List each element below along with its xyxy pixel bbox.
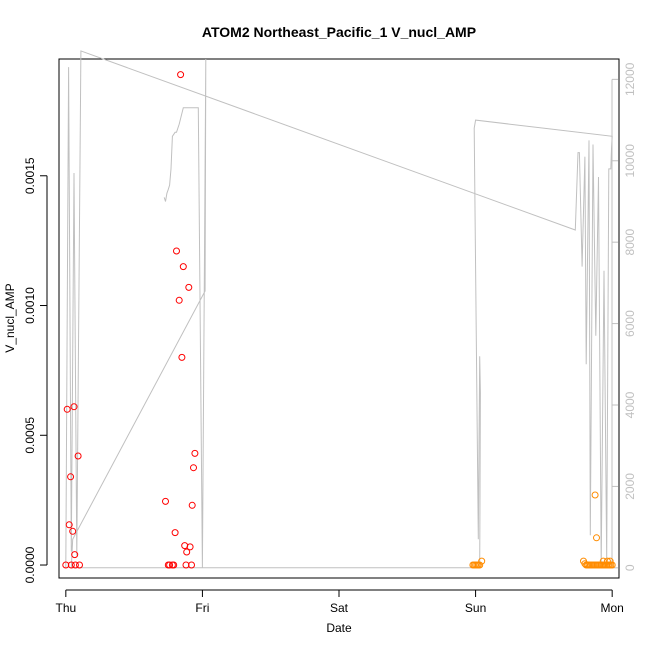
data-point [185, 283, 193, 291]
data-point [177, 71, 185, 79]
series-layer [62, 50, 616, 569]
data-point [186, 543, 194, 551]
y-tick-label: 0.0015 [23, 157, 37, 194]
data-point [65, 521, 73, 529]
y-right-tick-label: 10000 [623, 144, 637, 178]
y-axis-right: 0 2000 4000 6000 8000 10000 12000 [611, 62, 637, 571]
x-tick-label: Sat [330, 601, 349, 615]
data-point [71, 561, 79, 569]
data-point [63, 405, 71, 413]
y-right-tick-label: 2000 [623, 473, 637, 500]
data-point [171, 529, 179, 537]
chart-title: ATOM2 Northeast_Pacific_1 V_nucl_AMP [202, 24, 476, 40]
y-right-tick-label: 4000 [623, 391, 637, 418]
data-point [178, 353, 186, 361]
x-tick-label: Fri [195, 601, 209, 615]
data-point [603, 557, 611, 565]
data-point [170, 561, 178, 569]
data-point [162, 497, 169, 505]
data-point [74, 452, 82, 460]
y-axis-label: V_nucl_AMP [3, 283, 17, 352]
data-point [478, 557, 486, 565]
data-point [593, 534, 600, 542]
data-point [608, 561, 616, 569]
data-point [70, 403, 78, 411]
y-axis-left: 0.0000 0.0005 0.0010 0.0015 [23, 157, 48, 583]
data-point [191, 449, 199, 457]
x-tick-label: Thu [55, 601, 76, 615]
data-point [188, 561, 195, 569]
data-point [599, 557, 607, 565]
plot-frame [58, 58, 620, 579]
data-point [183, 548, 191, 556]
data-point [606, 557, 614, 565]
x-axis-label: Date [326, 621, 352, 635]
data-point [67, 473, 75, 481]
data-point [67, 561, 75, 569]
x-tick-label: Mon [600, 601, 623, 615]
data-point [166, 561, 174, 569]
x-axis: Thu Fri Sat Sun Mon [55, 589, 624, 615]
data-point [69, 527, 77, 535]
data-point [175, 296, 183, 304]
data-point [71, 551, 79, 559]
y-tick-label: 0.0010 [23, 287, 37, 324]
y-right-tick-label: 8000 [623, 229, 637, 256]
x-tick-label: Sun [465, 601, 486, 615]
y-right-tick-label: 6000 [623, 310, 637, 337]
y-tick-label: 0.0005 [23, 417, 37, 454]
data-point [591, 491, 599, 499]
data-point [188, 501, 196, 509]
data-point [476, 561, 484, 569]
data-point [173, 247, 180, 255]
y-tick-label: 0.0000 [23, 546, 37, 583]
y-right-tick-label: 12000 [623, 62, 637, 96]
data-point [179, 263, 187, 271]
y-right-tick-label: 0 [623, 564, 637, 571]
series-line [65, 50, 613, 569]
data-point [190, 464, 197, 472]
data-point [76, 561, 83, 569]
